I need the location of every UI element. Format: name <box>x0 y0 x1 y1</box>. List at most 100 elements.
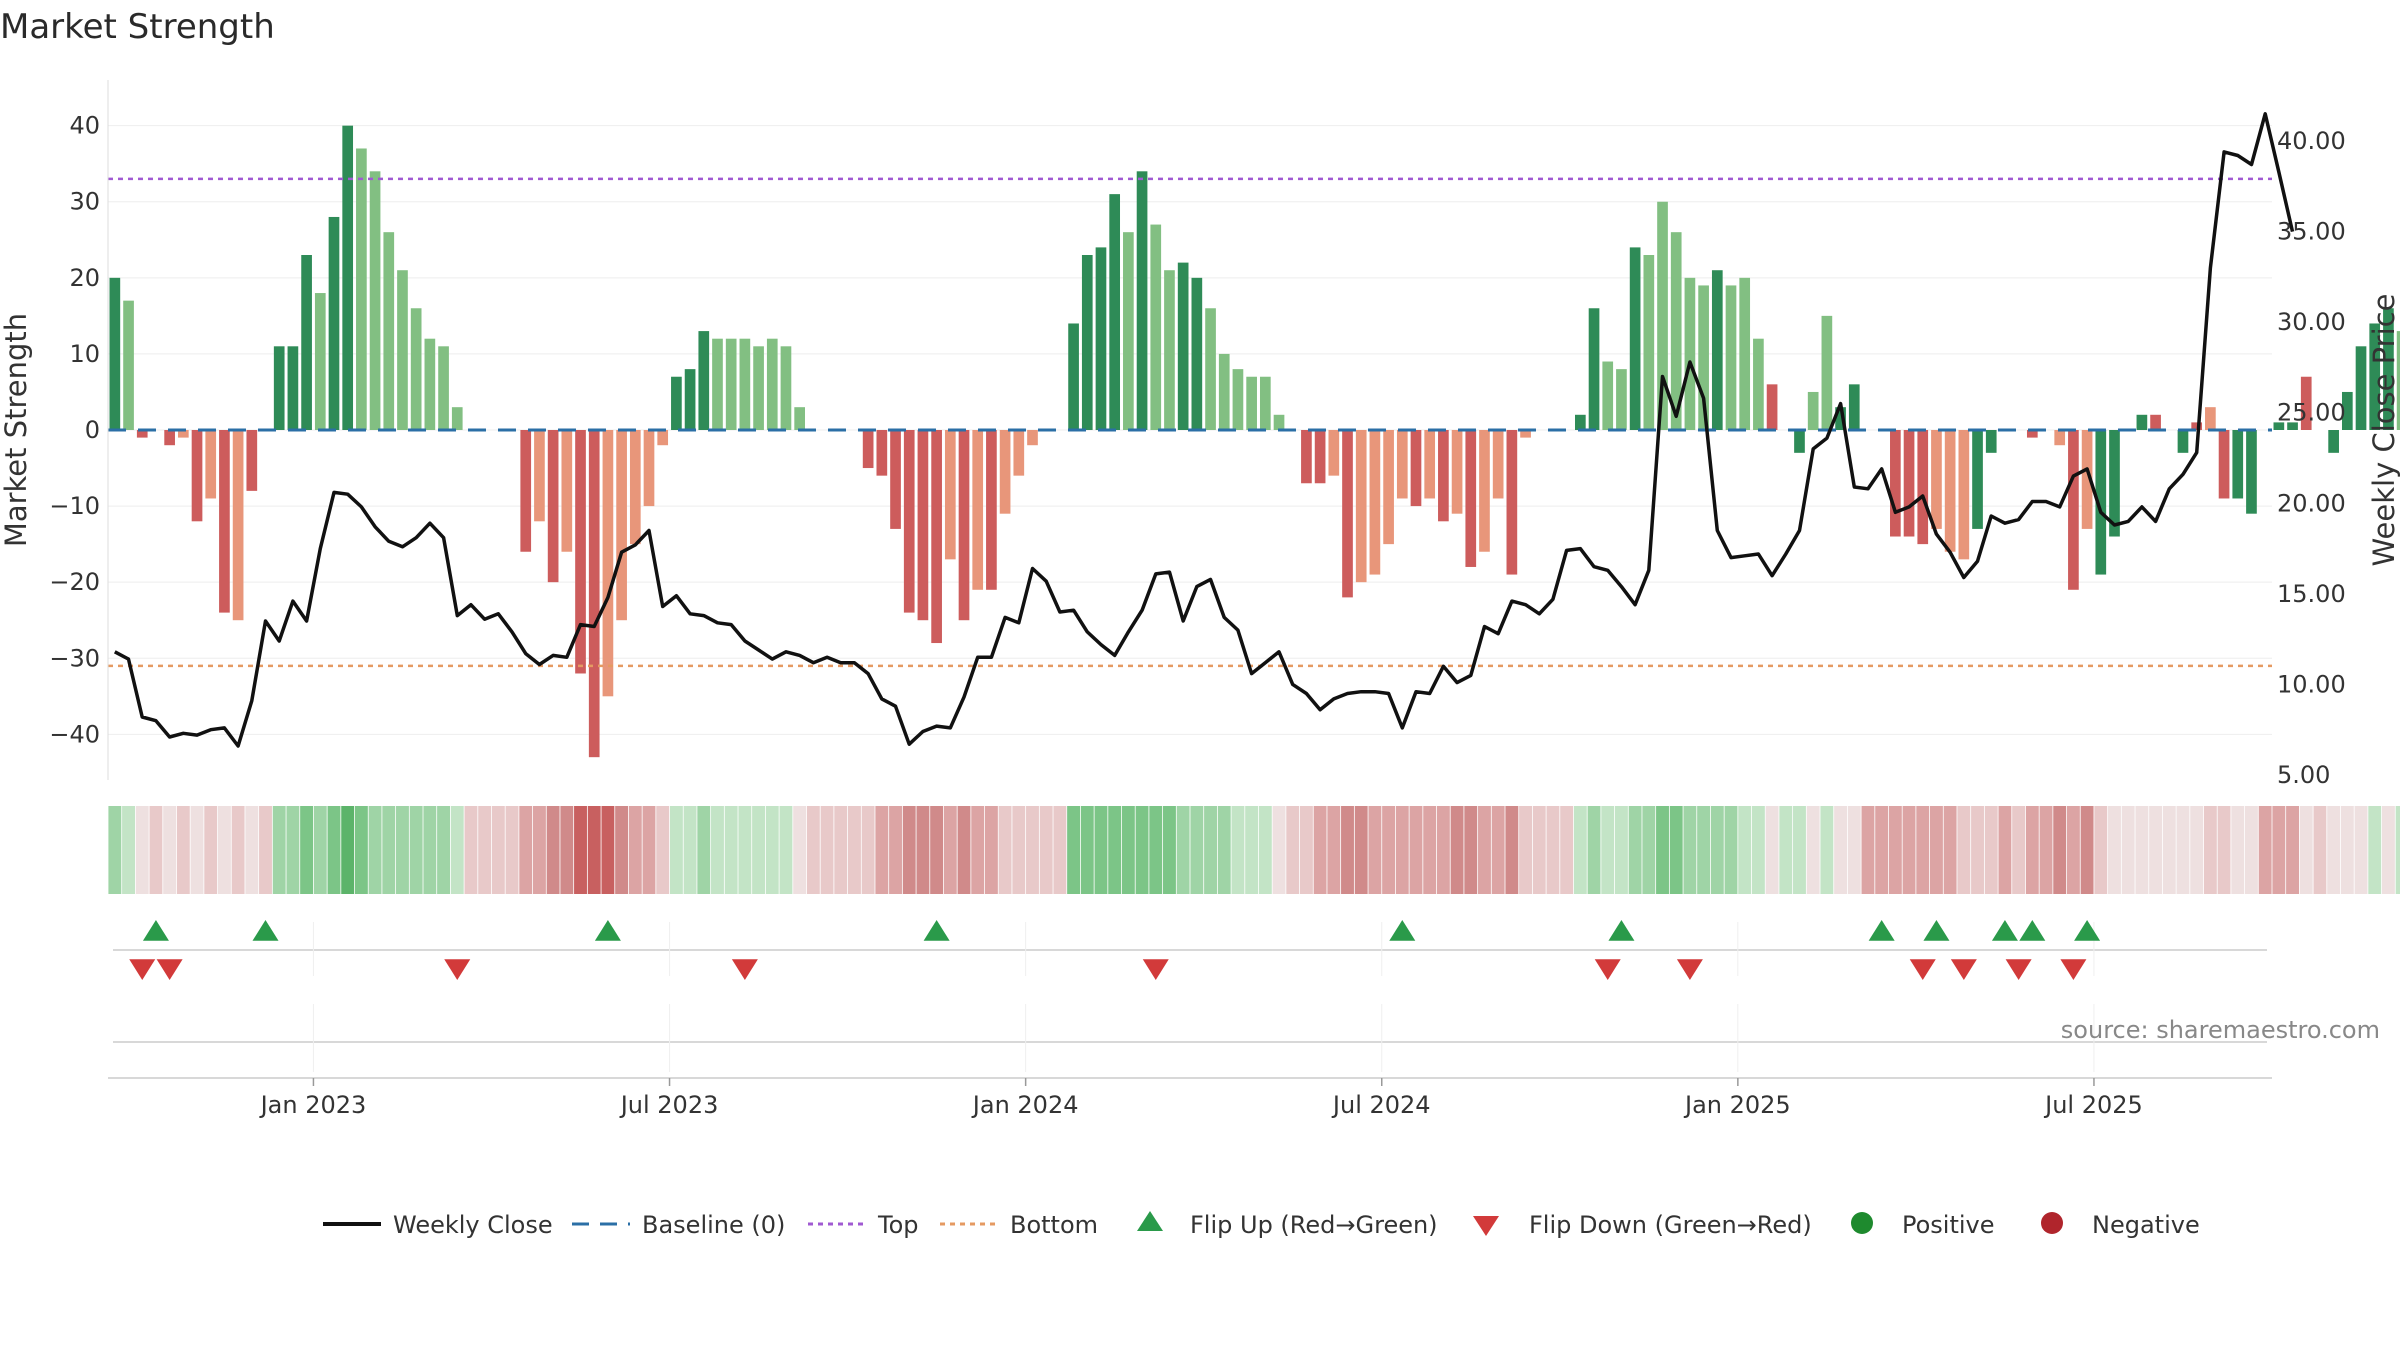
heatmap-cell <box>2245 806 2258 894</box>
heatmap-cell <box>341 806 355 894</box>
flip-up-marker <box>594 920 621 941</box>
heatmap-cell <box>642 806 656 894</box>
heatmap-cell <box>1149 806 1163 894</box>
strength-bar <box>671 376 682 430</box>
strength-bar <box>273 346 285 430</box>
heatmap-cell <box>1820 806 1834 894</box>
heatmap-cell <box>1888 806 1902 894</box>
heatmap-cell <box>916 806 930 894</box>
heatmap-cell <box>2381 806 2395 894</box>
heatmap-cell <box>1204 806 1217 894</box>
strength-bar <box>2150 414 2161 430</box>
heatmap-cell <box>1697 806 1711 894</box>
heatmap-cell <box>1135 806 1149 894</box>
heatmap-cell <box>1231 806 1245 894</box>
heatmap-cell <box>669 806 683 894</box>
heatmap-cell <box>437 806 451 894</box>
flip-down-marker <box>1909 959 1936 980</box>
heatmap-cell <box>396 806 409 894</box>
flip-down-marker <box>1676 959 1703 980</box>
heatmap-cell <box>286 806 300 894</box>
strength-bar <box>397 270 408 430</box>
strength-bar <box>2191 422 2203 430</box>
y-right-tick-label: 10.00 <box>2277 670 2346 698</box>
heatmap-cell <box>1395 806 1409 894</box>
strength-bar <box>205 430 217 499</box>
strength-bar <box>1739 277 1751 430</box>
heatmap-cell <box>1491 806 1505 894</box>
strength-bar <box>1328 430 1340 476</box>
heatmap-cell <box>1916 806 1930 894</box>
heatmap-cell <box>2340 806 2354 894</box>
heatmap-cell <box>382 806 396 894</box>
strength-bar <box>1177 262 1189 430</box>
strength-bar <box>999 430 1011 514</box>
strength-bar <box>890 430 901 529</box>
strength-bar <box>2273 422 2285 430</box>
heatmap-cell <box>491 806 505 894</box>
heatmap-cell <box>1436 806 1450 894</box>
heatmap-cell <box>902 806 916 894</box>
flip-down-marker <box>1594 959 1621 980</box>
heatmap-cell <box>2231 806 2245 894</box>
heatmap-cell <box>532 806 546 894</box>
flip-up-marker <box>2019 920 2046 941</box>
heatmap-cell <box>231 806 245 894</box>
heatmap-band <box>108 806 2400 894</box>
strength-bar <box>246 430 258 491</box>
heatmap-cell <box>1108 806 1122 894</box>
strength-bar <box>766 338 778 430</box>
x-tick-label: Jul 2023 <box>619 1091 719 1119</box>
y-right-tick-label: 20.00 <box>2277 489 2346 517</box>
strength-bar <box>1725 285 1737 430</box>
heatmap-cell <box>2135 806 2149 894</box>
heatmap-cell <box>313 806 327 894</box>
axes: −40 −30 −20 −10 0 10 20 30 40 5.00 10.00 15.00 20.00… <box>0 80 2400 789</box>
source-label: source: sharemaestro.com <box>2061 1016 2380 1044</box>
heatmap-cell <box>1614 806 1628 894</box>
legend-label: Baseline (0) <box>642 1211 785 1239</box>
y-right-tick-label: 35.00 <box>2277 218 2346 246</box>
strength-bar <box>1164 270 1175 430</box>
heatmap-cell <box>587 806 601 894</box>
heatmap-cell <box>1217 806 1231 894</box>
strength-bar <box>1081 255 1093 430</box>
reference-lines <box>108 112 2295 748</box>
heatmap-cell <box>2025 806 2039 894</box>
x-tick-label: Jan 2023 <box>259 1091 367 1119</box>
chart-title: Market Strength <box>0 7 275 47</box>
legend-swatch-flip-down <box>1473 1216 1499 1236</box>
heatmap-cell <box>1806 806 1820 894</box>
heatmap-cell <box>259 806 272 894</box>
strength-bar <box>1191 277 1203 430</box>
strength-bar <box>1972 430 1983 529</box>
heatmap-cell <box>2272 806 2286 894</box>
flip-up-marker <box>2074 920 2101 941</box>
heatmap-cell <box>793 806 807 894</box>
flip-markers <box>113 920 2267 1072</box>
heatmap-cell <box>1971 806 1984 894</box>
strength-bar <box>2341 391 2353 430</box>
flip-down-marker <box>1950 959 1977 980</box>
strength-bar <box>931 430 942 644</box>
strength-bar <box>629 430 641 545</box>
strength-bar <box>1205 308 1216 430</box>
heatmap-cell <box>1258 806 1272 894</box>
heatmap-cell <box>2176 806 2190 894</box>
heatmap-cell <box>1286 806 1300 894</box>
heatmap-cell <box>1341 806 1354 894</box>
heatmap-cell <box>1368 806 1382 894</box>
heatmap-cell <box>1053 806 1067 894</box>
heatmap-cell <box>1779 806 1793 894</box>
heatmap-cell <box>1642 806 1656 894</box>
strength-bar <box>575 430 586 674</box>
strength-bar <box>136 430 148 438</box>
strength-bar <box>1451 430 1463 514</box>
strength-bar <box>1616 369 1627 430</box>
strength-bar <box>2355 346 2367 430</box>
heatmap-cell <box>2368 806 2382 894</box>
strength-bar <box>1136 171 1148 430</box>
heatmap-cell <box>204 806 218 894</box>
strength-bar <box>232 430 244 621</box>
